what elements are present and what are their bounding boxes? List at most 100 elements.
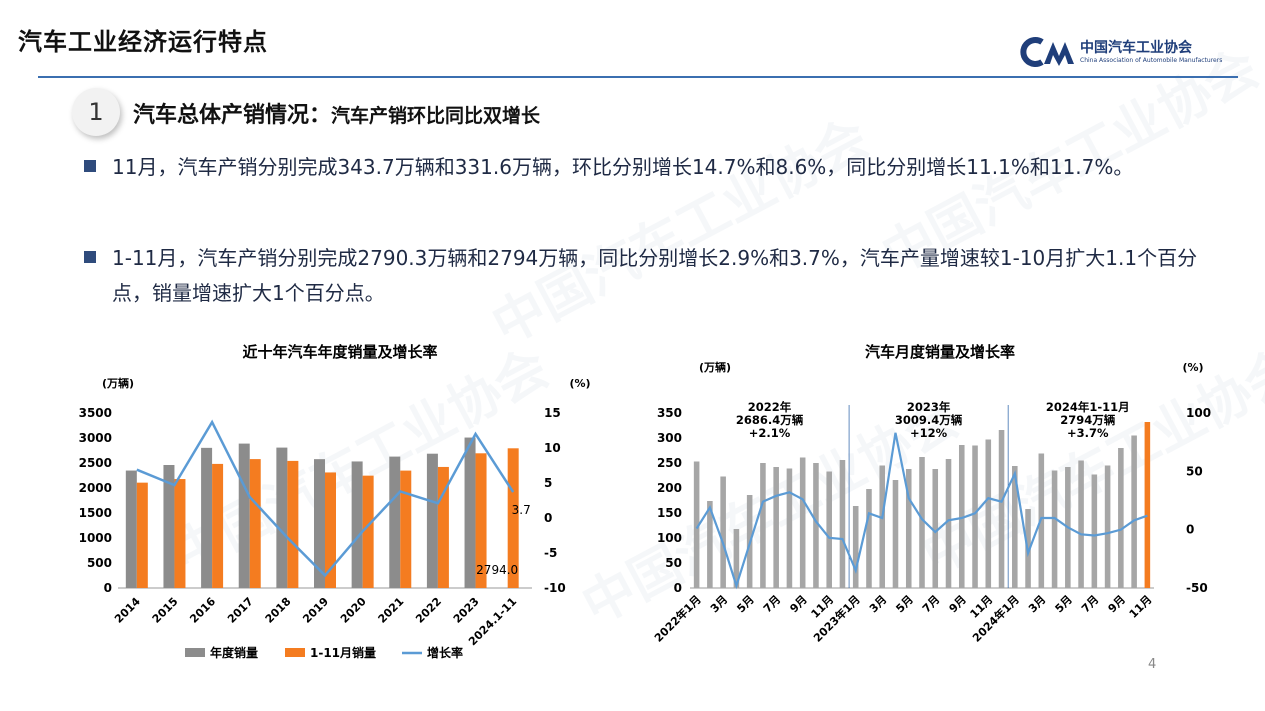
- monthly-sales-bar: [945, 459, 952, 588]
- monthly-sales-bar: [972, 445, 978, 588]
- monthly-sales-bar: [693, 461, 700, 588]
- monthly-sales-bar: [839, 460, 846, 588]
- monthly-sales-bar: [879, 465, 886, 588]
- annual-sales-bar: [389, 456, 401, 588]
- annual-sales-bar: [351, 461, 363, 588]
- year-annotation-text: 2024年1-11月: [1046, 400, 1130, 414]
- y2-tick-label: 5: [544, 476, 552, 490]
- watermark-text: 中国汽车工业协会: [482, 108, 879, 357]
- monthly-sales-bar: [958, 445, 965, 588]
- legend-label: 年度销量: [210, 645, 258, 660]
- caam-logo: 中国汽车工业协会 China Association of Automobile…: [1020, 36, 1223, 68]
- page-number: 4: [1148, 657, 1157, 672]
- monthly-sales-bar: [1104, 465, 1111, 588]
- year-annotation-text: +12%: [910, 426, 948, 440]
- monthly-sales-bar: [998, 430, 1005, 588]
- jan-nov-sales-bar: [212, 463, 224, 588]
- annual-sales-chart: 近十年汽车年度销量及增长率 (万辆) (%) 0 500 1000 1500 2000 2500…: [60, 335, 620, 679]
- y2-tick-label: 100: [1186, 406, 1211, 420]
- y-tick-label: 1500: [79, 506, 112, 520]
- x-tick-label: 2023: [451, 595, 482, 626]
- annual-sales-bar: [125, 470, 137, 588]
- monthly-sales-bar: [1078, 460, 1084, 588]
- monthly-sales-bar: [905, 469, 912, 588]
- monthly-sales-bar: [852, 506, 859, 588]
- y2-tick-label: 0: [544, 511, 552, 525]
- y2-tick-label: -5: [544, 546, 557, 560]
- y-tick-label: 500: [87, 556, 112, 570]
- x-tick-label: 9月: [947, 593, 969, 615]
- section-number: 1: [88, 98, 104, 126]
- bullet-square-icon: [84, 251, 96, 263]
- year-annotation-text: 2022年: [748, 400, 792, 414]
- monthly-sales-bar: [826, 471, 832, 588]
- y-tick-label: 50: [665, 556, 682, 570]
- bullet-square-icon: [84, 160, 96, 172]
- year-annotation-text: +2.1%: [749, 426, 791, 440]
- year-annotation-text: 2686.4万辆: [736, 413, 804, 427]
- section-number-badge: 1: [72, 88, 120, 136]
- x-tick-label: 11月: [1127, 593, 1155, 621]
- legend-label: 增长率: [427, 645, 463, 660]
- jan-nov-sales-bar: [287, 460, 299, 588]
- y2-tick-label: 0: [1186, 523, 1194, 537]
- monthly-sales-bar: [1012, 466, 1018, 588]
- section-title-main: 汽车总体产销情况：: [133, 103, 332, 128]
- monthly-sales-bar: [919, 457, 925, 588]
- year-annotation-text: +3.7%: [1067, 426, 1109, 440]
- chart-title: 近十年汽车年度销量及增长率: [242, 343, 437, 361]
- monthly-sales-bar: [932, 469, 939, 588]
- header-divider: [38, 76, 1238, 78]
- monthly-sales-chart-svg: 汽车月度销量及增长率 (万辆) (%) 0 50 100 150 200 250 300 350 -5…: [651, 343, 1211, 645]
- monthly-sales-bar: [786, 468, 793, 588]
- monthly-sales-bar: [1051, 470, 1058, 588]
- x-tick-label: 3月: [1026, 593, 1048, 615]
- y-tick-label: 350: [657, 406, 682, 420]
- y-tick-label: 2000: [79, 481, 112, 495]
- x-tick-label: 2022: [413, 595, 444, 626]
- annual-sales-bar: [238, 443, 250, 588]
- monthly-sales-bar: [1091, 474, 1098, 588]
- section-title: 汽车总体产销情况：汽车产销环比同比双增长: [133, 97, 540, 129]
- data-label: 2794.0: [476, 563, 518, 577]
- y2-tick-label: -50: [1186, 581, 1208, 595]
- y-tick-label: 1000: [79, 531, 112, 545]
- monthly-sales-bar: [760, 463, 766, 588]
- annual-sales-bar: [163, 465, 175, 588]
- x-tick-label: 7月: [761, 593, 783, 615]
- x-tick-label: 2016: [187, 595, 218, 626]
- section-subtitle: 汽车产销环比同比双增长: [331, 105, 541, 127]
- y2-axis-unit: (%): [569, 377, 590, 390]
- y-tick-label: 0: [674, 581, 682, 595]
- legend-swatch-annual: [185, 648, 205, 657]
- monthly-sales-bar: [985, 439, 992, 588]
- bullet-text: 11月，汽车产销分别完成343.7万辆和331.6万辆，环比分别增长14.7%和…: [112, 155, 1134, 179]
- monthly-sales-bar: [733, 529, 740, 588]
- monthly-sales-bar: [813, 463, 819, 588]
- y-tick-label: 150: [657, 506, 682, 520]
- year-annotation-text: 3009.4万辆: [895, 413, 963, 427]
- y-axis-unit: (万辆): [102, 376, 134, 390]
- monthly-sales-bar: [720, 476, 726, 588]
- x-tick-label: 2018: [263, 595, 294, 626]
- logo-chinese-name: 中国汽车工业协会: [1080, 40, 1192, 56]
- annual-sales-bar: [201, 447, 213, 588]
- annual-sales-chart-svg: 近十年汽车年度销量及增长率 (万辆) (%) 0 500 1000 1500 2000 2500…: [79, 343, 591, 660]
- x-tick-label: 2014: [112, 595, 143, 626]
- x-tick-label: 3月: [708, 593, 730, 615]
- y-tick-label: 200: [657, 481, 682, 495]
- y-axis-unit: (万辆): [699, 360, 731, 374]
- data-label: 3.7: [512, 503, 531, 517]
- jan-nov-sales-bar: [249, 459, 261, 588]
- x-tick-label: 2020: [338, 595, 369, 626]
- x-tick-label: 5月: [893, 593, 915, 615]
- monthly-sales-bar: [1144, 422, 1151, 588]
- logo-english-name: China Association of Automobile Manufact…: [1080, 57, 1223, 64]
- caam-logo-icon: [1020, 37, 1074, 67]
- monthly-sales-bar: [866, 489, 872, 588]
- y2-axis-unit: (%): [1182, 361, 1203, 374]
- y2-tick-label: 10: [544, 441, 561, 455]
- jan-nov-sales-bar: [507, 448, 519, 588]
- year-annotation-text: 2794万辆: [1060, 413, 1116, 427]
- y-tick-label: 2500: [79, 456, 112, 470]
